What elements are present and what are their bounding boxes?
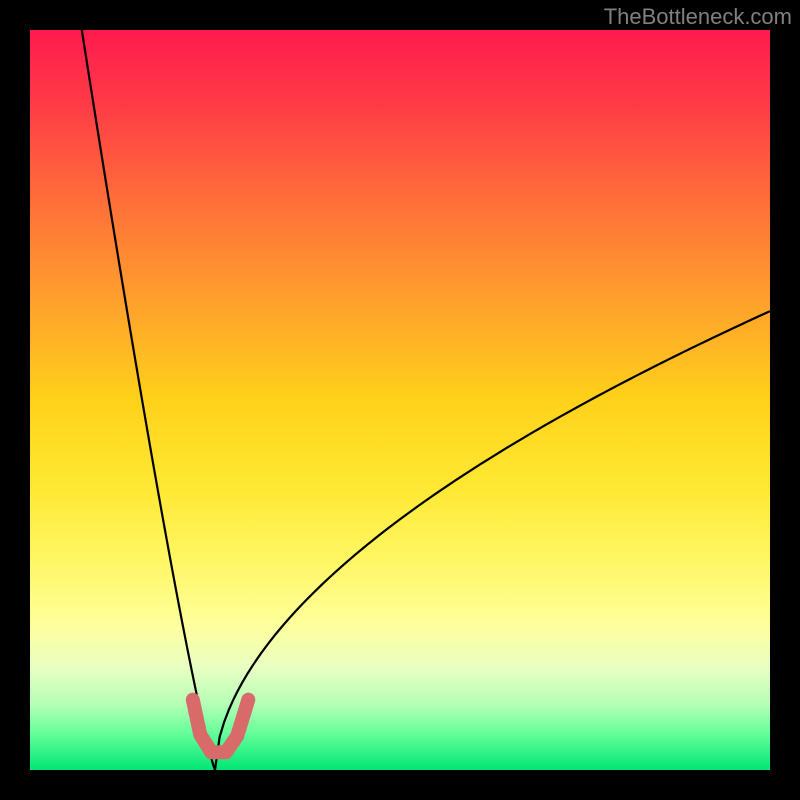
plot-area — [30, 30, 770, 770]
chart-frame: TheBottleneck.com — [0, 0, 800, 800]
watermark-text: TheBottleneck.com — [604, 4, 792, 30]
plot-svg — [30, 30, 770, 770]
